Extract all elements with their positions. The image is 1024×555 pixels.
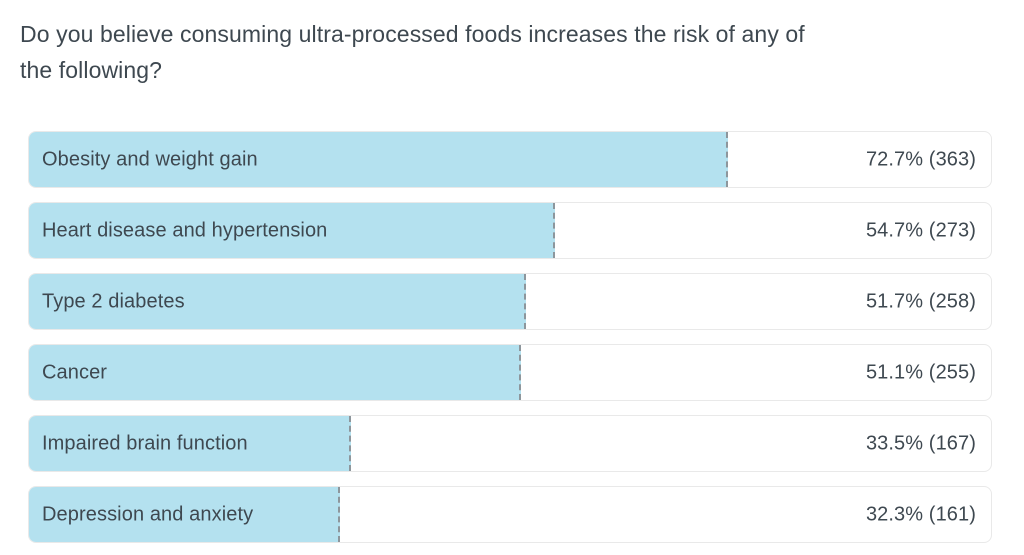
answer-bar-chart: Obesity and weight gain 72.7% (363) Hear… xyxy=(28,131,992,543)
bar-fill xyxy=(29,487,340,542)
answer-value: 54.7% (273) xyxy=(865,219,976,241)
answer-row: Obesity and weight gain 72.7% (363) xyxy=(28,131,992,188)
bar-fill xyxy=(29,132,729,187)
answer-label: Obesity and weight gain xyxy=(42,148,258,170)
bar-fill xyxy=(29,274,527,329)
answer-label: Type 2 diabetes xyxy=(42,290,185,312)
bar-fill xyxy=(29,203,556,258)
answer-label: Cancer xyxy=(42,361,108,383)
answer-value: 72.7% (363) xyxy=(865,148,976,170)
answer-label: Depression and anxiety xyxy=(42,503,254,525)
answer-row: Cancer 51.1% (255) xyxy=(28,344,992,401)
answer-row: Impaired brain function 33.5% (167) xyxy=(28,415,992,472)
answer-value: 33.5% (167) xyxy=(865,432,976,454)
answer-label: Heart disease and hypertension xyxy=(42,219,328,241)
question-title-line1: Do you believe consuming ultra-processed… xyxy=(20,21,805,47)
answer-row: Heart disease and hypertension 54.7% (27… xyxy=(28,202,992,259)
question-title: Do you believe consuming ultra-processed… xyxy=(0,0,1024,88)
bar-fill xyxy=(29,345,521,400)
answer-label: Impaired brain function xyxy=(42,432,248,454)
answer-value: 51.7% (258) xyxy=(865,290,976,312)
answer-value: 32.3% (161) xyxy=(865,503,976,525)
answer-row: Depression and anxiety 32.3% (161) xyxy=(28,486,992,543)
question-title-line2: the following? xyxy=(20,57,163,83)
answer-value: 51.1% (255) xyxy=(865,361,976,383)
bar-fill xyxy=(29,416,352,471)
answer-row: Type 2 diabetes 51.7% (258) xyxy=(28,273,992,330)
